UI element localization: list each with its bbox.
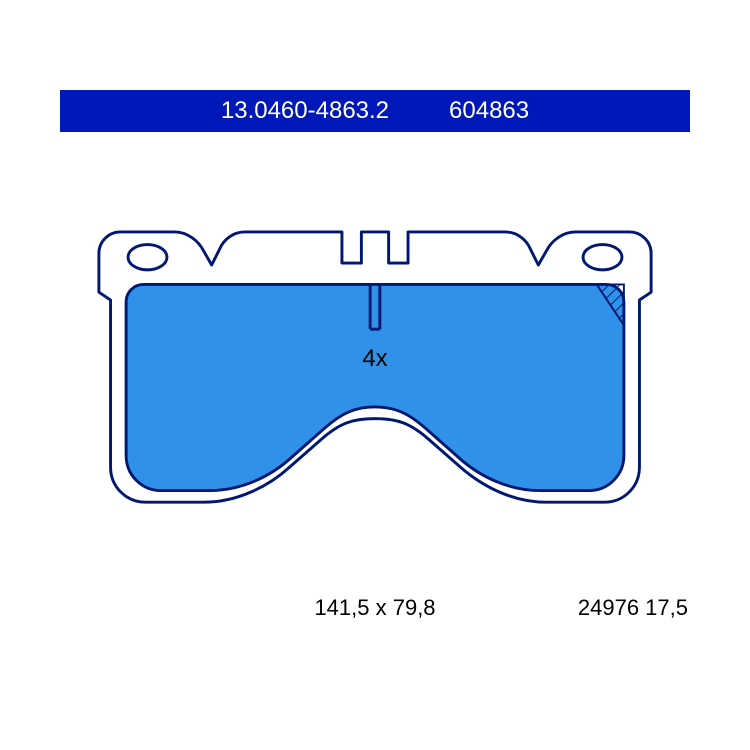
diagram-container: 13.0460-4863.2 604863 4x 141,5 x 79,8 24…	[0, 0, 750, 750]
short-code: 604863	[449, 97, 529, 125]
dimensions-label: 141,5 x 79,8	[314, 595, 435, 621]
header-bar: 13.0460-4863.2 604863	[60, 90, 690, 132]
quantity-label: 4x	[362, 345, 387, 373]
item-code-label: 24976 17,5	[578, 595, 688, 621]
part-number: 13.0460-4863.2	[221, 97, 389, 125]
